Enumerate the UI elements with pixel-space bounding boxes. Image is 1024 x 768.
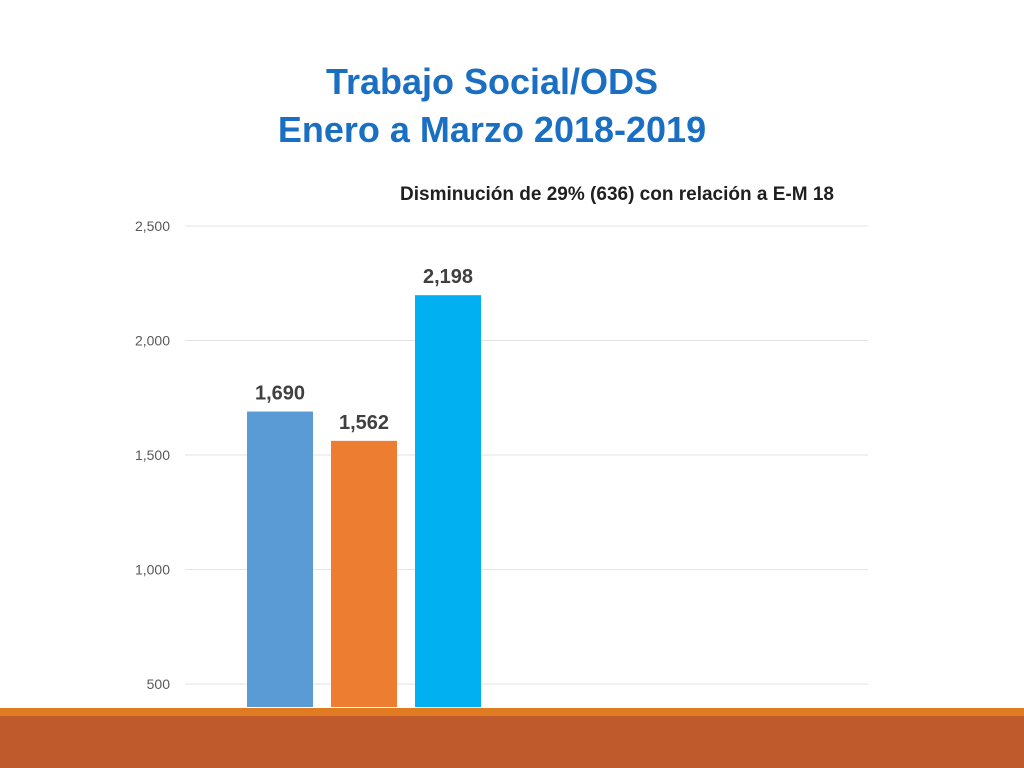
slide-title: Trabajo Social/ODS Enero a Marzo 2018-20… <box>0 58 984 154</box>
footer-band <box>0 716 1024 768</box>
bar <box>415 295 481 707</box>
y-tick-label: 1,500 <box>135 447 170 463</box>
title-line-2: Enero a Marzo 2018-2019 <box>277 109 707 150</box>
y-tick-label: 500 <box>147 676 171 692</box>
y-tick-label: 2,500 <box>135 218 170 234</box>
y-tick-label: 2,000 <box>135 333 170 349</box>
bar <box>247 411 313 707</box>
bar-data-label: 2,198 <box>423 266 473 288</box>
bar-data-label: 1,690 <box>255 383 305 405</box>
bar-data-label: 1,562 <box>339 412 389 434</box>
chart-subtitle: Disminución de 29% (636) con relación a … <box>400 184 834 205</box>
y-tick-label: 1,000 <box>135 562 170 578</box>
title-line-1: Trabajo Social/ODS <box>325 61 659 102</box>
footer-accent-line <box>0 708 1024 716</box>
bar <box>331 440 397 707</box>
